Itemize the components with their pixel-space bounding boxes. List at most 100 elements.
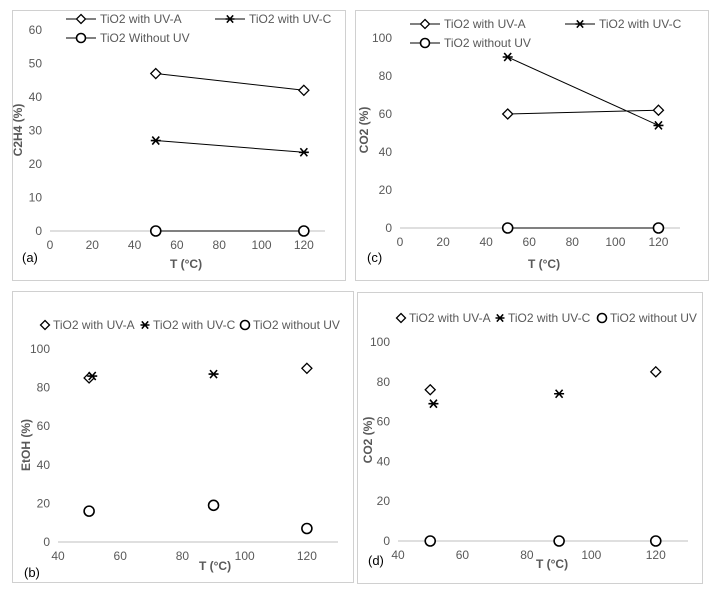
- data-point-circle: [649, 535, 662, 547]
- data-point-circle: [501, 222, 514, 234]
- x-tick-label: 0: [397, 235, 404, 249]
- x-tick-label: 60: [523, 235, 537, 249]
- legend-marker-star: [140, 320, 150, 330]
- y-tick-label: 60: [377, 415, 391, 429]
- legend-marker-diamond: [75, 13, 87, 25]
- legend: TiO2 with UV-A TiO2 with UV-C TiO2 without…: [395, 311, 697, 325]
- series-line: [155, 73, 304, 91]
- panel-frame: [12, 10, 346, 281]
- x-tick-label: 100: [605, 235, 625, 249]
- legend-marker-star: [495, 313, 505, 323]
- x-axis-title: T (°C): [528, 257, 560, 271]
- series-circle: [149, 225, 310, 237]
- data-point-diamond: [149, 67, 162, 80]
- panel-b: 0 20 40 60 80 100 40 60 80 100 120 T (°C) EtOH (%) (b…: [12, 291, 354, 583]
- panel-label: (b): [24, 565, 40, 580]
- legend-marker-diamond: [419, 18, 431, 30]
- x-tick-label: 40: [479, 235, 493, 249]
- data-point-circle: [207, 499, 220, 512]
- x-tick-label: 80: [566, 235, 580, 249]
- data-point-circle: [424, 535, 437, 547]
- y-tick-label: 40: [37, 458, 51, 472]
- series-star: [87, 369, 219, 381]
- data-point-diamond: [649, 365, 662, 378]
- x-tick-label: 40: [51, 549, 65, 563]
- legend-entry-label: TiO2 with UV-C: [599, 17, 682, 31]
- panel-a: 0 10 20 30 40 50 60 0 20 40 60 80 100 120 T (°C) C2H4 (…: [11, 10, 346, 281]
- data-point-diamond: [300, 362, 313, 375]
- panel-label: (a): [22, 250, 38, 265]
- x-axis-title: T (°C): [199, 559, 231, 573]
- series-line: [155, 140, 304, 153]
- y-axis-title: CO2 (%): [361, 417, 375, 464]
- legend-entry-label: TiO2 without UV: [610, 311, 697, 325]
- data-point-circle: [301, 522, 313, 535]
- legend-marker-star: [225, 14, 235, 24]
- x-axis-title: T (°C): [170, 257, 202, 271]
- data-point-circle: [553, 535, 565, 547]
- x-tick-label: 0: [47, 238, 54, 252]
- y-tick-label: 80: [377, 375, 391, 389]
- x-tick-label: 40: [128, 238, 142, 252]
- x-tick-label: 100: [252, 238, 272, 252]
- series-star: [502, 52, 664, 130]
- x-tick-label: 120: [646, 548, 666, 562]
- y-tick-label: 20: [379, 183, 393, 197]
- y-tick-label: 40: [29, 90, 43, 104]
- data-point-circle: [149, 225, 162, 237]
- data-point-star: [554, 389, 565, 399]
- y-tick-label: 60: [29, 23, 43, 37]
- x-tick-label: 80: [176, 549, 190, 563]
- data-point-circle: [83, 505, 95, 517]
- y-tick-label: 10: [29, 191, 43, 205]
- legend: TiO2 with UV-A TiO2 with UV-C TiO2 without…: [39, 318, 340, 332]
- x-tick-label: 120: [297, 549, 317, 563]
- y-tick-label: 0: [383, 534, 390, 548]
- legend-entry-label: TiO2 with UV-A: [409, 311, 491, 325]
- legend-entry-label: TiO2 with UV-A: [444, 17, 526, 31]
- panel-label: (d): [368, 553, 384, 568]
- legend-entry-label: TiO2 with UV-C: [153, 318, 236, 332]
- data-point-star: [150, 136, 161, 146]
- series-diamond: [501, 104, 665, 120]
- x-tick-label: 20: [436, 235, 450, 249]
- y-tick-label: 100: [372, 31, 392, 45]
- x-tick-label: 60: [456, 548, 470, 562]
- y-tick-label: 100: [370, 335, 390, 349]
- legend-marker-circle: [75, 32, 87, 44]
- x-tick-label: 120: [294, 238, 314, 252]
- series-circle: [424, 535, 662, 547]
- legend-entry-label: TiO2 with UV-A: [100, 12, 182, 26]
- x-tick-label: 100: [235, 549, 255, 563]
- x-tick-label: 60: [170, 238, 184, 252]
- legend-entry-label: TiO2 without UV: [444, 36, 531, 50]
- x-tick-label: 120: [648, 235, 668, 249]
- series-diamond: [424, 365, 662, 396]
- legend-marker-circle: [419, 37, 431, 49]
- y-tick-label: 60: [37, 419, 51, 433]
- data-point-diamond: [652, 104, 665, 117]
- legend: TiO2 with UV-A TiO2 with UV-C TiO2 Without…: [66, 12, 332, 45]
- data-point-circle: [652, 222, 665, 234]
- series-diamond: [149, 67, 310, 97]
- x-tick-label: 40: [391, 548, 405, 562]
- y-tick-label: 0: [35, 224, 42, 238]
- legend: TiO2 with UV-A TiO2 with UV-C TiO2 without…: [410, 17, 682, 50]
- series-circle: [83, 499, 313, 535]
- data-point-star: [502, 52, 513, 62]
- data-point-star: [87, 371, 98, 381]
- y-tick-label: 40: [379, 145, 393, 159]
- legend-marker-circle: [596, 312, 608, 324]
- y-tick-label: 100: [30, 342, 50, 356]
- x-tick-label: 20: [86, 238, 100, 252]
- y-axis-title: CO2 (%): [357, 107, 371, 154]
- y-tick-label: 0: [43, 535, 50, 549]
- series-line: [507, 56, 659, 126]
- panel-label: (c): [367, 250, 382, 265]
- data-point-diamond: [424, 383, 437, 396]
- y-tick-label: 0: [385, 221, 392, 235]
- legend-entry-label: TiO2 Without UV: [100, 31, 190, 45]
- y-tick-label: 60: [379, 107, 393, 121]
- panel-frame: [355, 10, 709, 281]
